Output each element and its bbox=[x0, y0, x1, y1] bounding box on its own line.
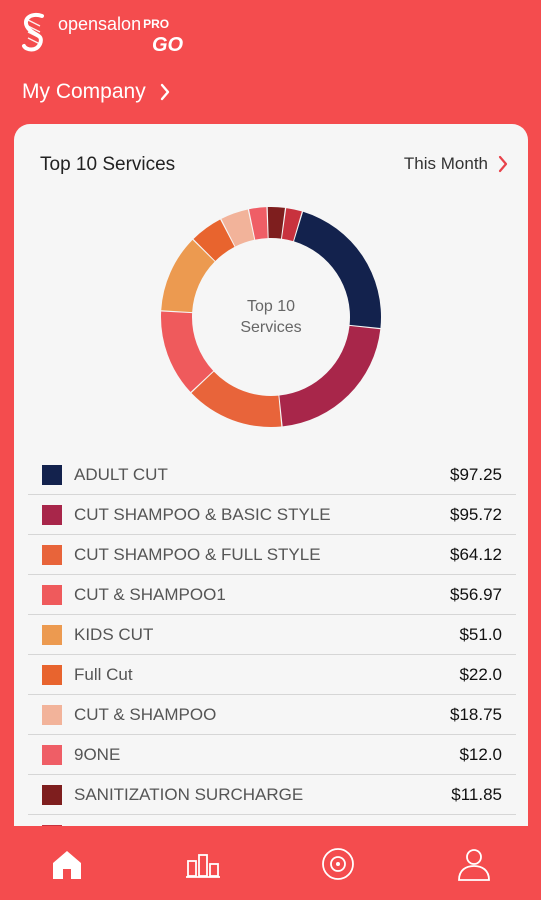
service-amount: $64.12 bbox=[450, 544, 502, 564]
company-selector[interactable]: My Company bbox=[22, 80, 170, 104]
legend-swatch bbox=[42, 464, 62, 485]
brand-wordmark: opensalon PRO bbox=[58, 14, 169, 34]
service-name: CUT & SHAMPOO bbox=[74, 704, 217, 724]
service-row[interactable]: ADULT CUT $97.25 bbox=[28, 455, 516, 495]
service-row[interactable]: CUT SHAMPOO & FULL STYLE $64.12 bbox=[28, 535, 516, 575]
chevron-right-icon bbox=[160, 83, 169, 101]
service-row[interactable]: CUT & SHAMPOO $18.75 bbox=[28, 695, 516, 735]
chevron-right-icon bbox=[498, 155, 508, 173]
service-name: Full Cut bbox=[74, 664, 133, 684]
brand-go: GO bbox=[152, 34, 184, 56]
service-amount: $11.85 bbox=[451, 784, 502, 804]
service-amount: $97.25 bbox=[450, 464, 502, 484]
service-row[interactable]: CUT SHAMPOO & BASIC STYLE $95.72 bbox=[28, 495, 516, 535]
target-icon[interactable] bbox=[320, 846, 356, 882]
top-services-card: Top 10 Services This Month Top 10 Servic… bbox=[14, 124, 528, 844]
center-line-2: Services bbox=[240, 319, 302, 336]
center-line-1: Top 10 bbox=[246, 298, 296, 315]
brand-pro: PRO bbox=[143, 17, 170, 31]
service-name: 9ONE bbox=[74, 744, 121, 764]
brand-name: opensalon bbox=[58, 14, 142, 34]
service-row[interactable]: Full Cut $22.0 bbox=[28, 655, 516, 695]
service-name: CUT SHAMPOO & FULL STYLE bbox=[74, 544, 321, 564]
legend-swatch bbox=[42, 504, 62, 525]
donut-slice bbox=[161, 239, 215, 313]
service-amount: $51.0 bbox=[459, 624, 502, 644]
service-name: CUT SHAMPOO & BASIC STYLE bbox=[74, 504, 331, 524]
service-name: CUT & SHAMPOO1 bbox=[74, 584, 226, 604]
service-row[interactable]: 9ONE $12.0 bbox=[28, 735, 516, 775]
donut-slice bbox=[193, 219, 235, 261]
legend-swatch bbox=[42, 664, 62, 685]
legend-swatch bbox=[42, 624, 62, 645]
legend-swatch bbox=[42, 544, 62, 565]
legend-swatch bbox=[42, 784, 62, 805]
donut-slice bbox=[294, 211, 381, 328]
legend-swatch bbox=[42, 704, 62, 725]
donut-slice bbox=[249, 207, 268, 240]
card-title: Top 10 Services bbox=[40, 154, 176, 175]
services-list: ADULT CUT $97.25 CUT SHAMPOO & BASIC STYLE… bbox=[28, 455, 516, 844]
period-selector[interactable]: This Month bbox=[404, 154, 508, 174]
profile-icon[interactable] bbox=[456, 846, 492, 882]
service-row[interactable]: KIDS CUT $51.0 bbox=[28, 615, 516, 655]
home-icon[interactable] bbox=[49, 846, 85, 882]
services-donut-chart bbox=[161, 207, 381, 427]
service-name: SANITIZATION SURCHARGE bbox=[74, 784, 304, 804]
donut-slice bbox=[267, 207, 285, 239]
donut-center-label: Top 10 Services bbox=[160, 296, 382, 338]
donut-slice bbox=[279, 325, 381, 427]
legend-swatch bbox=[42, 744, 62, 765]
legend-swatch bbox=[42, 584, 62, 605]
opensalon-logo-icon bbox=[22, 13, 44, 52]
app-header: opensalon PRO GO My Company bbox=[0, 0, 541, 120]
period-label: This Month bbox=[403, 154, 488, 173]
bottom-tab-bar bbox=[0, 826, 541, 900]
service-amount: $12.0 bbox=[459, 744, 502, 764]
service-name: ADULT CUT bbox=[74, 464, 168, 484]
service-amount: $18.75 bbox=[450, 704, 502, 724]
donut-slice bbox=[221, 209, 255, 247]
service-amount: $56.97 bbox=[450, 584, 502, 604]
company-name: My Company bbox=[22, 80, 146, 103]
service-amount: $95.72 bbox=[450, 504, 502, 524]
service-row[interactable]: CUT & SHAMPOO1 $56.97 bbox=[28, 575, 516, 615]
reports-icon[interactable] bbox=[185, 846, 221, 882]
service-amount: $22.0 bbox=[459, 664, 502, 684]
donut-slice bbox=[191, 371, 282, 427]
donut-slice bbox=[281, 208, 302, 242]
service-row[interactable]: SANITIZATION SURCHARGE $11.85 bbox=[28, 775, 516, 815]
service-name: KIDS CUT bbox=[74, 624, 154, 644]
donut-slice bbox=[161, 311, 214, 393]
